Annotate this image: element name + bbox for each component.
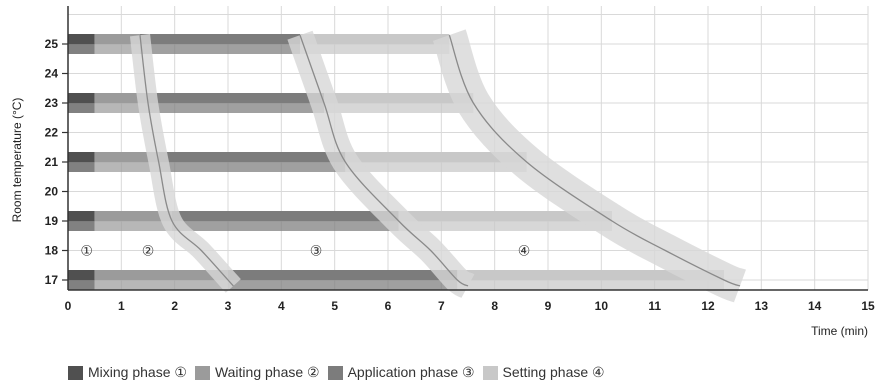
y-tick-label: 25 bbox=[45, 37, 59, 51]
bar-series-2-temp-23-upper bbox=[94, 93, 148, 103]
bar-series-4-temp-25-upper bbox=[300, 34, 450, 44]
bar-series-3-temp-19-upper bbox=[172, 211, 399, 221]
bar-series-3-temp-25-lower bbox=[140, 44, 300, 54]
phase-annotations: ① ② ③ ④ bbox=[80, 244, 530, 260]
legend-swatch bbox=[482, 365, 498, 380]
y-tick-label: 19 bbox=[45, 214, 59, 228]
bar-series-3-temp-25-upper bbox=[140, 34, 300, 44]
legend-swatch bbox=[327, 365, 343, 380]
bar-series-2-temp-25-lower bbox=[94, 44, 140, 54]
legend-label: Mixing phase ① bbox=[88, 364, 187, 380]
x-tick-label: 6 bbox=[385, 299, 392, 313]
bar-series-3-temp-17-lower bbox=[228, 280, 458, 290]
bar-series-3-temp-21-lower bbox=[158, 162, 346, 172]
x-tick-label: 3 bbox=[225, 299, 232, 313]
x-tick-label: 5 bbox=[331, 299, 338, 313]
x-tick-label: 2 bbox=[171, 299, 178, 313]
x-tick-label: 10 bbox=[595, 299, 609, 313]
bar-series-2-temp-17-upper bbox=[94, 270, 229, 280]
bar-series-2-temp-19-upper bbox=[94, 211, 172, 221]
bar-series-1-temp-19-upper bbox=[68, 211, 95, 221]
legend-label: Application phase ③ bbox=[347, 364, 475, 380]
phase-bars bbox=[68, 34, 724, 290]
x-tick-label: 9 bbox=[545, 299, 552, 313]
x-tick-label: 7 bbox=[438, 299, 445, 313]
phase-marker-2: ② bbox=[142, 244, 155, 260]
y-tick-label: 22 bbox=[45, 126, 59, 140]
bar-series-4-temp-21-upper bbox=[345, 152, 527, 162]
y-tick-label: 17 bbox=[45, 273, 59, 287]
bar-series-1-temp-21-lower bbox=[68, 162, 95, 172]
legend-item: Setting phase ④ bbox=[482, 364, 605, 381]
legend-swatch bbox=[194, 365, 210, 380]
bar-series-3-temp-23-lower bbox=[148, 103, 324, 113]
y-tick-label: 24 bbox=[45, 67, 59, 81]
bar-series-4-temp-23-lower bbox=[324, 103, 474, 113]
bar-series-1-temp-17-lower bbox=[68, 280, 95, 290]
bar-series-2-temp-25-upper bbox=[94, 34, 140, 44]
bar-series-4-temp-21-lower bbox=[345, 162, 527, 172]
bar-series-1-temp-21-upper bbox=[68, 152, 95, 162]
axes bbox=[67, 6, 868, 291]
x-tick-label: 14 bbox=[808, 299, 822, 313]
bar-series-1-temp-19-lower bbox=[68, 221, 95, 231]
bar-series-3-temp-23-upper bbox=[148, 93, 324, 103]
y-tick-label: 23 bbox=[45, 96, 59, 110]
boundary-curve-1 bbox=[139, 35, 234, 287]
bar-series-4-temp-25-lower bbox=[300, 44, 450, 54]
x-tick-label: 15 bbox=[861, 299, 875, 313]
x-tick-label: 12 bbox=[701, 299, 715, 313]
bar-series-1-temp-25-upper bbox=[68, 34, 95, 44]
bar-series-1-temp-23-lower bbox=[68, 103, 95, 113]
bar-series-2-temp-21-lower bbox=[94, 162, 159, 172]
bar-series-2-temp-19-lower bbox=[94, 221, 172, 231]
legend-label: Waiting phase ② bbox=[214, 364, 320, 380]
x-axis-title: Time (min) bbox=[811, 324, 868, 338]
bar-series-3-temp-21-upper bbox=[158, 152, 346, 162]
bar-series-4-temp-19-upper bbox=[398, 211, 612, 221]
phase-marker-4: ④ bbox=[518, 244, 531, 260]
legend-item: Application phase ③ bbox=[327, 364, 475, 381]
y-tick-label: 20 bbox=[45, 185, 59, 199]
bar-series-1-temp-25-lower bbox=[68, 44, 95, 54]
x-tick-label: 1 bbox=[118, 299, 125, 313]
y-tick-label: 21 bbox=[45, 155, 59, 169]
x-tick-label: 4 bbox=[278, 299, 285, 313]
bar-series-1-temp-17-upper bbox=[68, 270, 95, 280]
legend-label: Setting phase ④ bbox=[502, 364, 605, 380]
x-tick-label: 11 bbox=[648, 299, 661, 313]
bar-series-2-temp-23-lower bbox=[94, 103, 148, 113]
boundary-curve-3 bbox=[448, 34, 741, 287]
legend-swatch bbox=[68, 365, 83, 380]
bar-series-3-temp-17-upper bbox=[228, 270, 458, 280]
legend-item: Mixing phase ① bbox=[68, 364, 187, 381]
x-tick-label: 8 bbox=[491, 299, 498, 313]
bar-series-2-temp-17-lower bbox=[94, 280, 229, 290]
x-tick-label: 13 bbox=[755, 299, 769, 313]
legend: Mixing phase ① Waiting phase ② Application… bbox=[68, 364, 613, 381]
y-axis-title: Room temperature (°C) bbox=[10, 98, 24, 223]
x-tick-label: 0 bbox=[65, 299, 72, 313]
bar-series-1-temp-23-upper bbox=[68, 93, 95, 103]
y-tick-label: 18 bbox=[45, 244, 59, 258]
bar-series-2-temp-21-upper bbox=[94, 152, 159, 162]
phase-marker-3: ③ bbox=[310, 244, 323, 260]
boundary-curve-2 bbox=[299, 34, 469, 287]
phase-marker-1: ① bbox=[80, 244, 93, 260]
bar-series-3-temp-19-lower bbox=[172, 221, 399, 231]
bar-series-4-temp-23-upper bbox=[324, 93, 474, 103]
legend-item: Waiting phase ② bbox=[194, 364, 320, 381]
bar-series-4-temp-17-lower bbox=[457, 280, 724, 290]
phase-boundary-curves bbox=[129, 29, 746, 303]
bar-series-4-temp-19-lower bbox=[398, 221, 612, 231]
bar-series-4-temp-17-upper bbox=[457, 270, 724, 280]
